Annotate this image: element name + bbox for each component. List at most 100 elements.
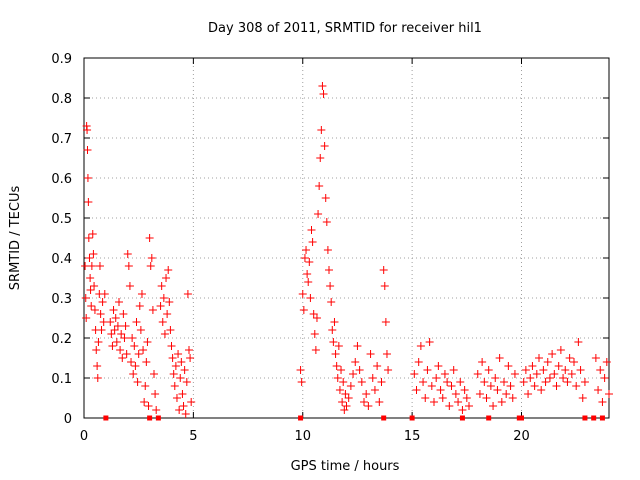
data-point [349,370,358,378]
data-point [330,318,339,326]
data-point [337,366,346,374]
data-point [344,394,353,402]
data-point [478,358,487,366]
data-point [554,362,563,370]
data-point [458,406,467,414]
data-point [465,402,473,410]
data-point [502,390,511,398]
zero-point [298,415,304,421]
data-point [169,370,178,378]
data-point [131,362,140,370]
data-point [120,334,129,342]
data-point [493,386,502,394]
data-point [578,394,587,402]
data-point [133,378,142,386]
y-tick-label: 0.1 [51,372,72,387]
zero-point [155,415,161,421]
data-point [147,254,156,262]
data-point [176,374,185,382]
data-point [570,358,578,366]
data-point [140,398,149,406]
data-point [377,378,386,386]
data-point [454,398,463,406]
data-point [331,350,340,358]
data-point [341,390,350,398]
data-point [375,398,384,406]
data-point [152,406,161,414]
data-point [87,302,96,310]
data-point [141,382,150,390]
data-point [146,262,155,270]
data-point [317,126,326,134]
data-point [134,350,143,358]
data-point [362,390,371,398]
data-point [416,342,425,350]
data-point [319,90,328,98]
data-point [164,266,173,274]
data-point [93,374,102,382]
data-point [160,330,169,338]
zero-point [519,415,524,421]
data-point [379,266,388,274]
data-point [90,306,99,314]
data-point [421,394,430,402]
data-point [414,358,423,366]
data-point [556,346,565,354]
data-point [150,370,158,378]
data-point [541,378,550,386]
data-point [111,314,120,322]
data-point [90,282,99,290]
data-point [486,382,495,390]
data-point [148,306,157,314]
data-point [532,370,541,378]
y-tick-label: 0 [64,412,72,427]
y-tick-label: 0.7 [51,132,72,147]
data-point [598,398,607,406]
data-point [537,386,546,394]
data-point [572,382,581,390]
data-point [328,326,337,334]
data-point [368,374,377,382]
data-point [366,350,375,358]
data-point [81,262,90,270]
data-point [434,362,443,370]
gridlines [84,58,609,418]
data-point [351,358,360,366]
data-point [360,398,368,406]
data-point [303,270,312,278]
data-point [321,194,330,202]
data-point [355,366,364,374]
data-point [117,330,126,338]
data-point [326,282,335,290]
data-point [543,358,552,366]
data-point [333,374,342,382]
data-point [87,262,96,270]
data-point [548,350,557,358]
data-point [436,386,445,394]
data-point [489,402,498,410]
data-point [118,354,127,362]
data-point [121,322,130,330]
data-point [85,254,94,262]
data-point [334,342,343,350]
data-point [100,290,109,298]
data-point [338,398,347,406]
data-point [132,318,141,326]
data-point [456,378,465,386]
data-point [312,314,321,322]
data-point [163,310,172,318]
data-point [495,354,504,362]
data-point [535,354,543,362]
data-point [143,338,152,346]
data-point [158,318,167,326]
data-point [419,378,428,386]
y-tick-label: 0.4 [51,252,72,267]
data-point [327,298,336,306]
data-point [323,246,332,254]
y-tick-label: 0.6 [51,172,72,187]
data-point [320,142,329,150]
data-point [308,238,317,246]
data-point [83,146,92,154]
data-point [438,394,447,402]
